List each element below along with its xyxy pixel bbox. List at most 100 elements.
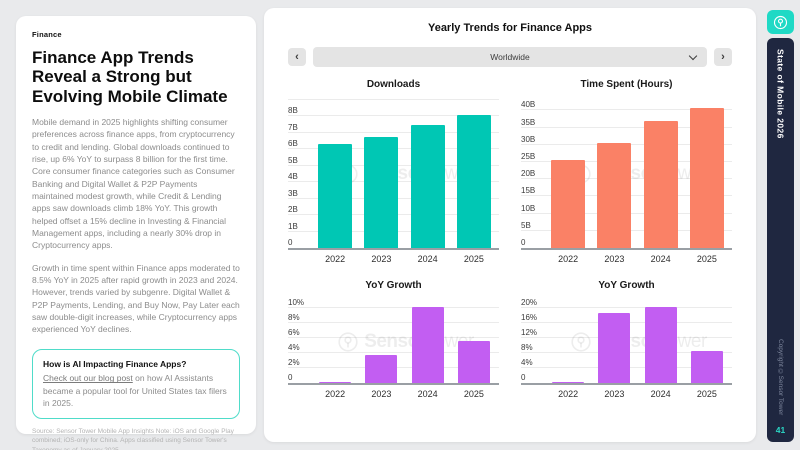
chart-time-spent: Time Spent (Hours) 0 5B 10B 15B 20B 25B 30B 35B 4… — [521, 79, 732, 264]
x-axis-tick-label: 2023 — [371, 254, 392, 264]
y-axis-tick-label: 1B — [288, 221, 298, 231]
bar — [689, 107, 724, 248]
y-axis-tick-label: 10B — [521, 203, 536, 213]
y-axis-tick-label: 15B — [521, 186, 536, 196]
chart-plot-area: 0 2% 4% 6% 8% 10% SensorTower — [288, 298, 499, 385]
charts-panel-title: Yearly Trends for Finance Apps — [427, 22, 593, 34]
next-region-button[interactable]: › — [714, 48, 732, 66]
sensor-tower-logo-icon — [773, 15, 788, 29]
chevron-down-icon — [688, 51, 698, 61]
bar — [643, 120, 678, 248]
summary-paragraph-2: Growth in time spent within Finance apps… — [32, 262, 240, 335]
y-axis-tick-label: 2B — [288, 205, 298, 215]
chart-plot-area: 01B2B3B4B5B6B7B8BSensorTower — [288, 99, 499, 250]
copyright-text: Copyright ©Sensor Tower — [777, 338, 784, 415]
ai-callout-box: How is AI Impacting Finance Apps? Check … — [32, 349, 240, 420]
chart-title: YoY Growth — [598, 280, 655, 291]
y-axis-tick-label: 4B — [288, 172, 298, 182]
x-axis-tick-label: 2023 — [371, 389, 392, 399]
y-axis-tick-label: 20% — [521, 298, 538, 308]
y-axis-tick-label: 0 — [288, 373, 293, 382]
bar — [597, 143, 632, 248]
y-axis-tick-label: 3B — [288, 188, 298, 198]
x-axis-tick-label: 2025 — [463, 389, 484, 399]
bar — [410, 124, 445, 248]
x-axis-tick-label: 2024 — [650, 389, 671, 399]
bar-group — [312, 100, 497, 248]
y-axis-tick-label: 0 — [288, 238, 293, 247]
charts-panel: Yearly Trends for Finance Apps ‹ Worldwi… — [264, 8, 756, 442]
bar — [411, 306, 444, 383]
y-axis-tick-label: 10% — [288, 298, 305, 308]
y-axis-tick-label: 6% — [288, 328, 300, 338]
y-axis-tick-label: 30B — [521, 134, 536, 144]
chart-downloads-yoy-growth: YoY Growth 0 2% 4% 6% 8% 10% SensorTower 2022 202… — [288, 280, 499, 399]
page-title: Finance App Trends Reveal a Strong but E… — [32, 48, 228, 106]
source-footnote: Source: Sensor Tower Mobile App Insights… — [32, 428, 234, 450]
y-axis-tick-label: 35B — [521, 117, 536, 127]
y-axis-tick-label: 5B — [521, 220, 531, 230]
x-axis-tick-label: 2022 — [558, 389, 579, 399]
region-dropdown-value: Worldwide — [490, 52, 530, 62]
chart-title: YoY Growth — [365, 280, 422, 291]
chevron-right-icon: › — [721, 51, 725, 63]
x-axis-tick-label: 2025 — [463, 254, 484, 264]
x-axis-tick-label: 2024 — [650, 254, 671, 264]
x-axis-tick-label: 2023 — [604, 254, 625, 264]
y-axis-tick-label: 4% — [521, 358, 533, 368]
x-axis-tick-label: 2024 — [417, 389, 438, 399]
x-axis-tick-label: 2022 — [325, 254, 346, 264]
bar — [598, 313, 631, 383]
left-summary-panel: Finance Finance App Trends Reveal a Stro… — [16, 16, 256, 450]
chart-time-spent-yoy-growth: YoY Growth04%8%12%16%20%SensorTower20222… — [521, 280, 732, 399]
y-axis-tick-label: 25B — [521, 151, 536, 161]
callout-title: How is AI Impacting Finance Apps? — [43, 359, 187, 370]
bar — [365, 354, 398, 383]
bar — [644, 307, 677, 383]
y-axis-tick-label: 8B — [288, 106, 298, 116]
gridline — [521, 126, 732, 128]
bar — [690, 350, 723, 383]
bar — [318, 143, 353, 248]
y-axis-tick-label: 6B — [288, 139, 298, 149]
y-axis-tick-label: 0 — [521, 238, 526, 247]
x-axis-tick-label: 2022 — [558, 254, 579, 264]
y-axis-tick-label: 20B — [521, 169, 536, 179]
bar-group — [545, 301, 730, 383]
region-dropdown[interactable]: Worldwide — [313, 47, 707, 67]
region-selector-row: ‹ Worldwide › — [288, 47, 732, 67]
gridline — [288, 99, 499, 100]
gridline — [288, 307, 499, 309]
x-axis-labels: 2022 2023 2024 2025 — [545, 389, 730, 399]
bar-group — [545, 100, 730, 248]
chart-title: Time Spent (Hours) — [580, 79, 673, 90]
bar — [551, 160, 586, 248]
x-axis-tick-label: 2022 — [325, 389, 346, 399]
y-axis-tick-label: 12% — [521, 328, 538, 338]
bar — [319, 382, 352, 383]
bar — [456, 114, 491, 248]
prev-region-button[interactable]: ‹ — [288, 48, 306, 66]
bar — [457, 340, 490, 383]
bar-group — [312, 301, 497, 383]
y-axis-tick-label: 7B — [288, 122, 298, 132]
x-axis-labels: 2022 2023 2024 2025 — [312, 389, 497, 399]
summary-paragraph-1: Mobile demand in 2025 highlights shiftin… — [32, 117, 235, 251]
y-axis-tick-label: 8% — [288, 313, 300, 323]
gridline — [521, 307, 732, 309]
gridline — [288, 115, 499, 117]
y-axis-tick-label: 5B — [288, 155, 298, 165]
x-axis-tick-label: 2025 — [696, 389, 717, 399]
blog-post-link[interactable]: Check out our blog post — [43, 373, 133, 384]
y-axis-tick-label: 40B — [521, 100, 536, 110]
x-axis-labels: 2022 2023 2024 2025 — [312, 254, 497, 264]
chevron-left-icon: ‹ — [295, 51, 299, 63]
chart-plot-area: 05B10B15B20B25B30B35B40BSensorTower — [521, 100, 732, 250]
charts-grid: Downloads01B2B3B4B5B6B7B8BSensorTower202… — [288, 79, 732, 399]
callout-text: Check out our blog post on how AI Assist… — [43, 372, 229, 409]
bar — [552, 382, 585, 383]
x-axis-tick-label: 2023 — [604, 389, 625, 399]
sensor-tower-logo-badge[interactable] — [767, 10, 794, 34]
y-axis-tick-label: 8% — [521, 343, 533, 353]
y-axis-tick-label: 16% — [521, 313, 538, 323]
